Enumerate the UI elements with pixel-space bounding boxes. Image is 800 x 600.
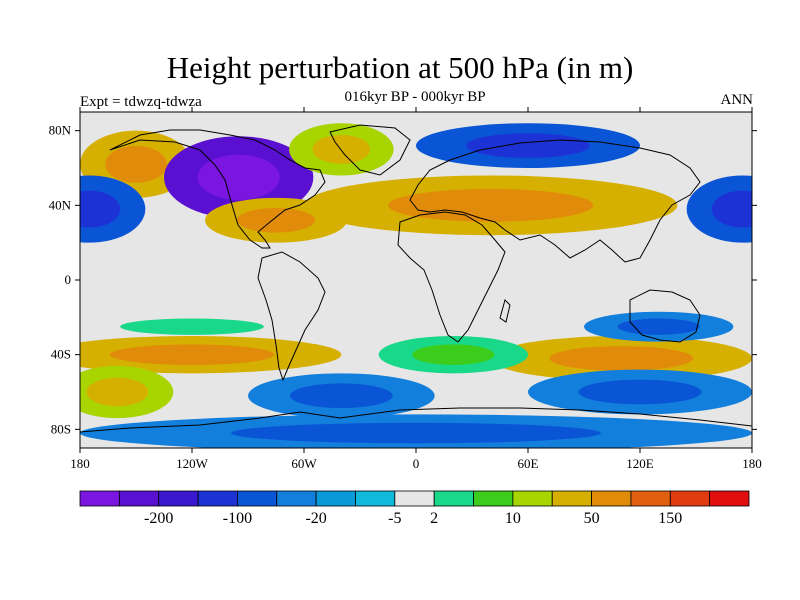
- anomaly-core: [290, 383, 393, 409]
- plot-title: Height perturbation at 500 hPa (in m): [166, 50, 634, 85]
- colorbar-box: [276, 490, 317, 507]
- colorbar-box: [355, 490, 396, 507]
- colorbar-box: [630, 490, 671, 507]
- lon-tick-label: 180: [742, 456, 762, 471]
- anomaly-field: [80, 112, 752, 448]
- coastlines: [80, 124, 752, 433]
- colorbar-box: [158, 490, 199, 507]
- lat-tick-label: 40S: [51, 347, 71, 362]
- anomaly-core: [412, 344, 495, 365]
- colorbar-box: [591, 490, 632, 507]
- colorbar-box: [237, 490, 278, 507]
- coast-north-america: [109, 129, 326, 249]
- lat-tick-label: 40N: [49, 197, 72, 212]
- anomaly-core: [711, 190, 752, 228]
- lat-tick-label: 0: [65, 272, 72, 287]
- anomaly-core: [231, 422, 601, 444]
- anomaly-core: [236, 207, 316, 233]
- lon-tick-label: 60E: [518, 456, 539, 471]
- lon-tick-label: 180: [70, 456, 90, 471]
- colorbar-label: 2: [430, 510, 438, 527]
- coast-greenland: [329, 124, 411, 176]
- colorbar-box: [79, 490, 120, 507]
- coast-eurasia: [409, 139, 701, 263]
- lon-tick-label: 120W: [176, 456, 209, 471]
- colorbar: -200 -100 -20 -5 2 10 50 150: [79, 490, 750, 527]
- anomaly-core: [80, 190, 121, 228]
- lon-tick-label: 120E: [626, 456, 654, 471]
- lon-tick-label: 60W: [291, 456, 317, 471]
- season-label: ANN: [720, 92, 754, 108]
- anomaly-core: [197, 154, 280, 200]
- coast-madagascar: [499, 299, 511, 323]
- anomaly-core: [312, 134, 371, 164]
- anomaly-core: [578, 379, 702, 405]
- colorbar-box: [315, 490, 356, 507]
- coast-south-america: [257, 251, 326, 382]
- anomaly-core: [466, 133, 590, 158]
- colorbar-box: [551, 490, 592, 507]
- colorbar-box: [669, 490, 711, 507]
- plot-subtitle: 016kyr BP - 000kyr BP: [344, 89, 486, 105]
- colorbar-label: 150: [658, 510, 682, 527]
- colorbar-label: -5: [388, 510, 401, 527]
- colorbar-label: 50: [584, 510, 600, 527]
- lon-tick-label: 0: [413, 456, 420, 471]
- colorbar-box: [118, 490, 160, 507]
- colorbar-box: [394, 490, 435, 507]
- colorbar-box: [512, 490, 553, 507]
- experiment-label: Expt = tdwzq-tdwza: [80, 94, 202, 110]
- colorbar-box: [433, 490, 474, 507]
- colorbar-box: [197, 490, 238, 507]
- anomaly-core: [388, 188, 594, 222]
- colorbar-label: -20: [305, 510, 326, 527]
- lat-tick-label: 80N: [49, 123, 72, 138]
- anomaly-core: [549, 346, 694, 371]
- anomaly-core: [105, 145, 167, 183]
- colorbar-label: -200: [144, 510, 173, 527]
- colorbar-box: [473, 490, 514, 507]
- colorbar-box: [709, 490, 750, 507]
- anomaly-core: [86, 377, 149, 407]
- coast-africa: [397, 211, 506, 343]
- map-axes: 180 120W 60W 0 60E 120E 180 80N 40N 0 40S 80S: [49, 107, 762, 471]
- colorbar-label: 10: [505, 510, 521, 527]
- lat-tick-label: 80S: [51, 421, 71, 436]
- anomaly-core: [120, 318, 264, 335]
- coast-antarctica: [80, 407, 752, 433]
- coast-australia: [629, 289, 701, 343]
- anomaly-core: [109, 344, 275, 365]
- colorbar-label: -100: [223, 510, 252, 527]
